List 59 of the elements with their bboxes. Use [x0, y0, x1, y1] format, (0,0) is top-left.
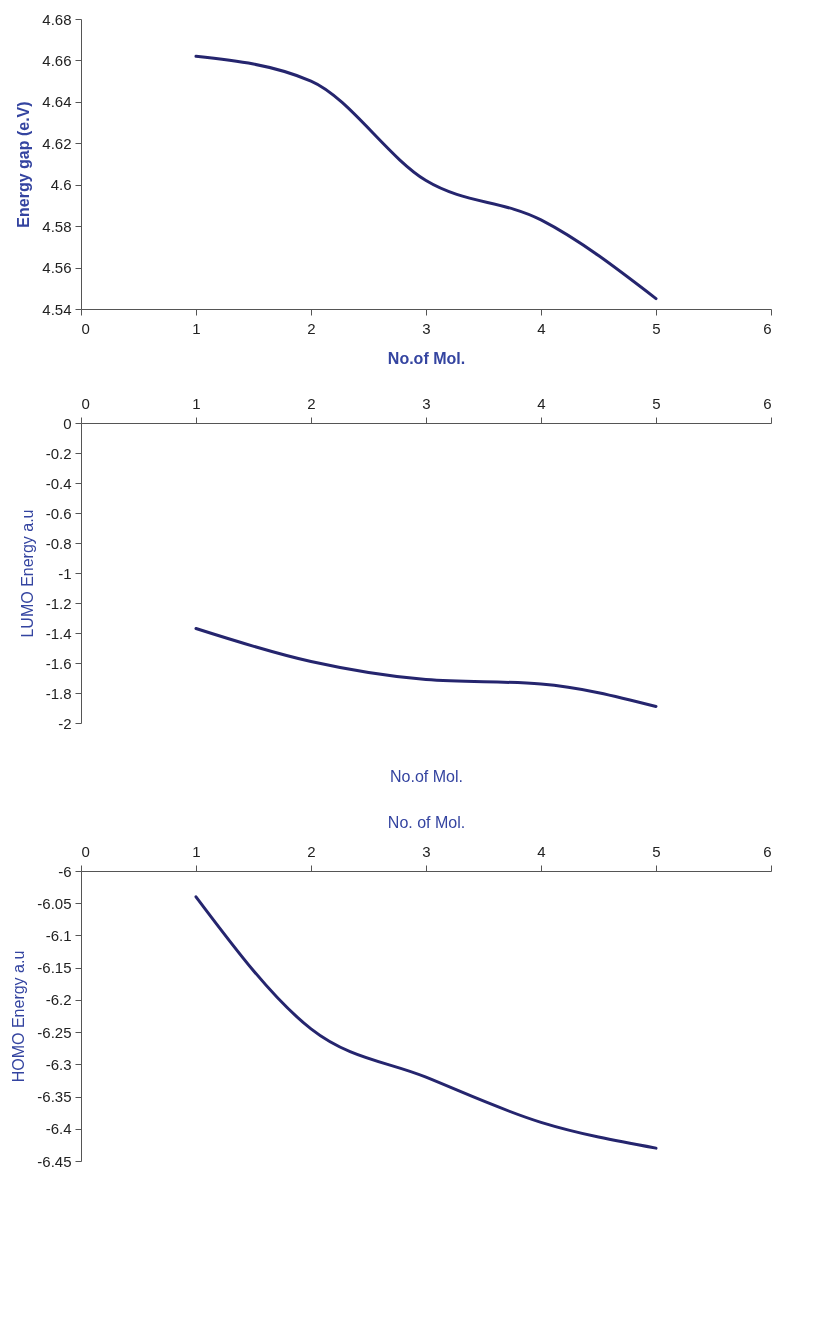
x-tick-label: 3	[422, 842, 431, 860]
y-tick-label: -1.8	[45, 684, 72, 702]
y-tick-label: -0.2	[45, 444, 72, 462]
y-tick-label: -0.6	[45, 504, 72, 522]
y-tick-label: -6.15	[37, 959, 72, 977]
y-tick-label: 4.68	[42, 10, 72, 28]
y-tick-label: -6.35	[37, 1088, 72, 1106]
line-series	[194, 54, 658, 301]
line-series	[194, 895, 658, 1150]
x-tick-label: 0	[81, 842, 90, 860]
x-axis-title: No.of Mol.	[390, 767, 463, 785]
x-tick-label: 5	[652, 842, 661, 860]
x-tick-label: 2	[307, 842, 316, 860]
x-tick-label: 0	[81, 319, 90, 337]
x-tick-label: 6	[763, 394, 772, 412]
y-tick-label: 4.54	[42, 300, 72, 318]
x-axis-title: No.of Mol.	[387, 349, 466, 367]
y-axis-title: LUMO Energy a.u	[18, 509, 36, 638]
y-axis-title: Energy gap (e.V)	[15, 101, 33, 228]
y-tick-label: -6.3	[45, 1055, 72, 1073]
y-tick-label: -6.2	[45, 991, 72, 1009]
x-tick-label: 1	[192, 319, 201, 337]
y-tick-label: 4.58	[42, 217, 72, 235]
y-tick-label: -0.4	[45, 474, 72, 492]
y-tick-label: -6.05	[37, 894, 72, 912]
x-tick-label: 3	[422, 319, 431, 337]
y-tick-label: -6.1	[45, 926, 72, 944]
y-tick-label: -6	[58, 862, 72, 880]
x-tick-label: 4	[537, 319, 546, 337]
x-tick-label: 4	[537, 394, 546, 412]
y-tick-label: -6.4	[45, 1120, 72, 1138]
y-tick-label: 4.56	[42, 259, 72, 277]
x-tick-label: 5	[652, 394, 661, 412]
y-tick-label: -2	[58, 714, 72, 732]
x-tick-label: 6	[763, 319, 772, 337]
x-tick-label: 3	[422, 394, 431, 412]
y-tick-label: 4.6	[50, 176, 72, 194]
x-tick-label: 0	[81, 394, 90, 412]
y-tick-label: 4.66	[42, 51, 72, 69]
y-axis-title: HOMO Energy a.u	[10, 950, 28, 1083]
x-tick-label: 1	[192, 394, 201, 412]
y-tick-label: -1	[58, 564, 72, 582]
x-tick-label: 6	[763, 842, 772, 860]
x-tick-label: 5	[652, 319, 661, 337]
x-tick-label: 2	[307, 319, 316, 337]
y-tick-label: -0.8	[45, 534, 72, 552]
y-tick-label: -6.45	[37, 1152, 72, 1170]
y-tick-label: -1.4	[45, 624, 72, 642]
x-tick-label: 2	[307, 394, 316, 412]
y-tick-label: -6.25	[37, 1023, 72, 1041]
x-tick-label: 1	[192, 842, 201, 860]
y-tick-label: 4.62	[42, 134, 72, 152]
y-tick-label: 0	[63, 414, 72, 432]
x-tick-label: 4	[537, 842, 546, 860]
y-tick-label: -1.6	[45, 654, 72, 672]
y-tick-label: 4.64	[42, 93, 72, 111]
line-series	[194, 627, 658, 708]
x-axis-title: No. of Mol.	[387, 813, 466, 831]
y-tick-label: -1.2	[45, 594, 72, 612]
